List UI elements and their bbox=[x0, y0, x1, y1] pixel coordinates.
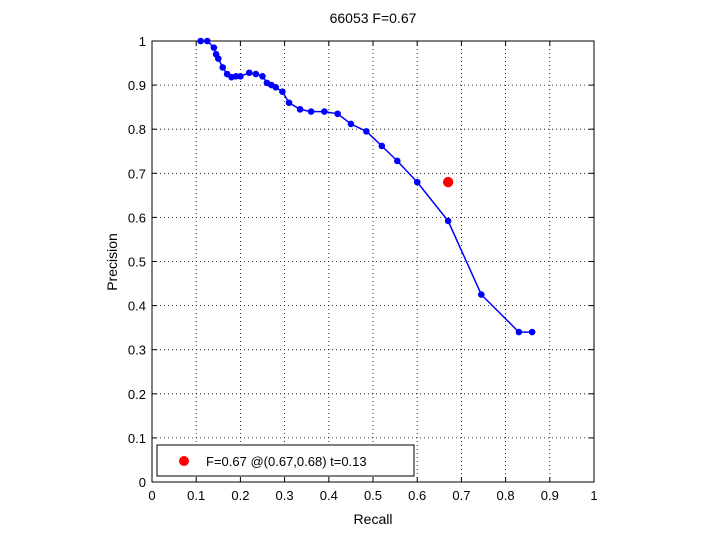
y-tick-label: 0.6 bbox=[128, 210, 146, 225]
data-point bbox=[334, 110, 341, 118]
x-tick-label: 0.1 bbox=[187, 488, 205, 503]
data-point bbox=[321, 108, 328, 115]
data-point bbox=[215, 55, 222, 62]
y-tick-label: 0.5 bbox=[128, 255, 146, 270]
legend-box bbox=[156, 444, 415, 477]
best-f-point bbox=[442, 176, 454, 188]
x-axis-title: Recall bbox=[354, 511, 393, 527]
data-point bbox=[477, 291, 485, 298]
legend-entry: F=0.67 @(0.67,0.68) t=0.13 bbox=[206, 454, 367, 469]
x-tick-label: 0 bbox=[148, 488, 155, 503]
x-tick-label: 0.8 bbox=[497, 488, 515, 503]
data-point bbox=[219, 64, 227, 71]
y-tick-label: 0.7 bbox=[128, 166, 146, 181]
y-tick-label: 0.8 bbox=[128, 122, 146, 137]
y-axis-title: Precision bbox=[104, 233, 120, 291]
y-tick-label: 0.4 bbox=[128, 299, 146, 314]
data-point bbox=[203, 37, 211, 45]
y-tick-label: 0 bbox=[139, 475, 146, 490]
data-point bbox=[378, 142, 386, 150]
data-point bbox=[197, 37, 204, 45]
y-tick-label: 0.9 bbox=[128, 78, 146, 93]
data-point bbox=[252, 70, 260, 78]
x-tick-label: 0.3 bbox=[276, 488, 294, 503]
data-point bbox=[296, 106, 304, 113]
legend: F=0.67 @(0.67,0.68) t=0.13 bbox=[156, 444, 415, 477]
data-point bbox=[347, 120, 355, 128]
data-point bbox=[394, 157, 401, 165]
x-tick-label: 0.5 bbox=[364, 488, 382, 503]
data-point bbox=[363, 128, 370, 135]
ticks: 0 0.1 0.2 0.3 0.4 0.5 0.6 0.7 0.8 0.9 1 0 0.1 0.2 0.3 0… bbox=[128, 34, 598, 503]
legend-marker bbox=[179, 456, 189, 466]
data-point bbox=[237, 72, 244, 80]
y-tick-label: 0.3 bbox=[128, 343, 146, 358]
data-point bbox=[413, 178, 421, 186]
data-point bbox=[444, 217, 452, 225]
grid bbox=[152, 41, 594, 482]
x-tick-label: 0.4 bbox=[320, 488, 338, 503]
y-tick-label: 0.2 bbox=[128, 387, 146, 402]
data-point bbox=[210, 44, 218, 51]
x-tick-label: 0.9 bbox=[541, 488, 559, 503]
data-point bbox=[515, 328, 523, 336]
y-tick-label: 0.1 bbox=[128, 431, 146, 446]
data-point bbox=[528, 328, 536, 336]
data-point bbox=[272, 84, 280, 91]
series bbox=[197, 37, 536, 336]
data-point bbox=[285, 99, 293, 107]
data-point bbox=[245, 69, 253, 77]
x-tick-label: 0.7 bbox=[452, 488, 470, 503]
y-tick-label: 1 bbox=[139, 34, 146, 49]
chart-title: 66053 F=0.67 bbox=[330, 10, 417, 26]
data-point bbox=[259, 72, 266, 80]
data-point bbox=[279, 88, 286, 96]
data-point bbox=[307, 108, 315, 115]
x-tick-label: 0.6 bbox=[408, 488, 426, 503]
x-tick-label: 0.2 bbox=[231, 488, 249, 503]
x-tick-label: 1 bbox=[590, 488, 597, 503]
